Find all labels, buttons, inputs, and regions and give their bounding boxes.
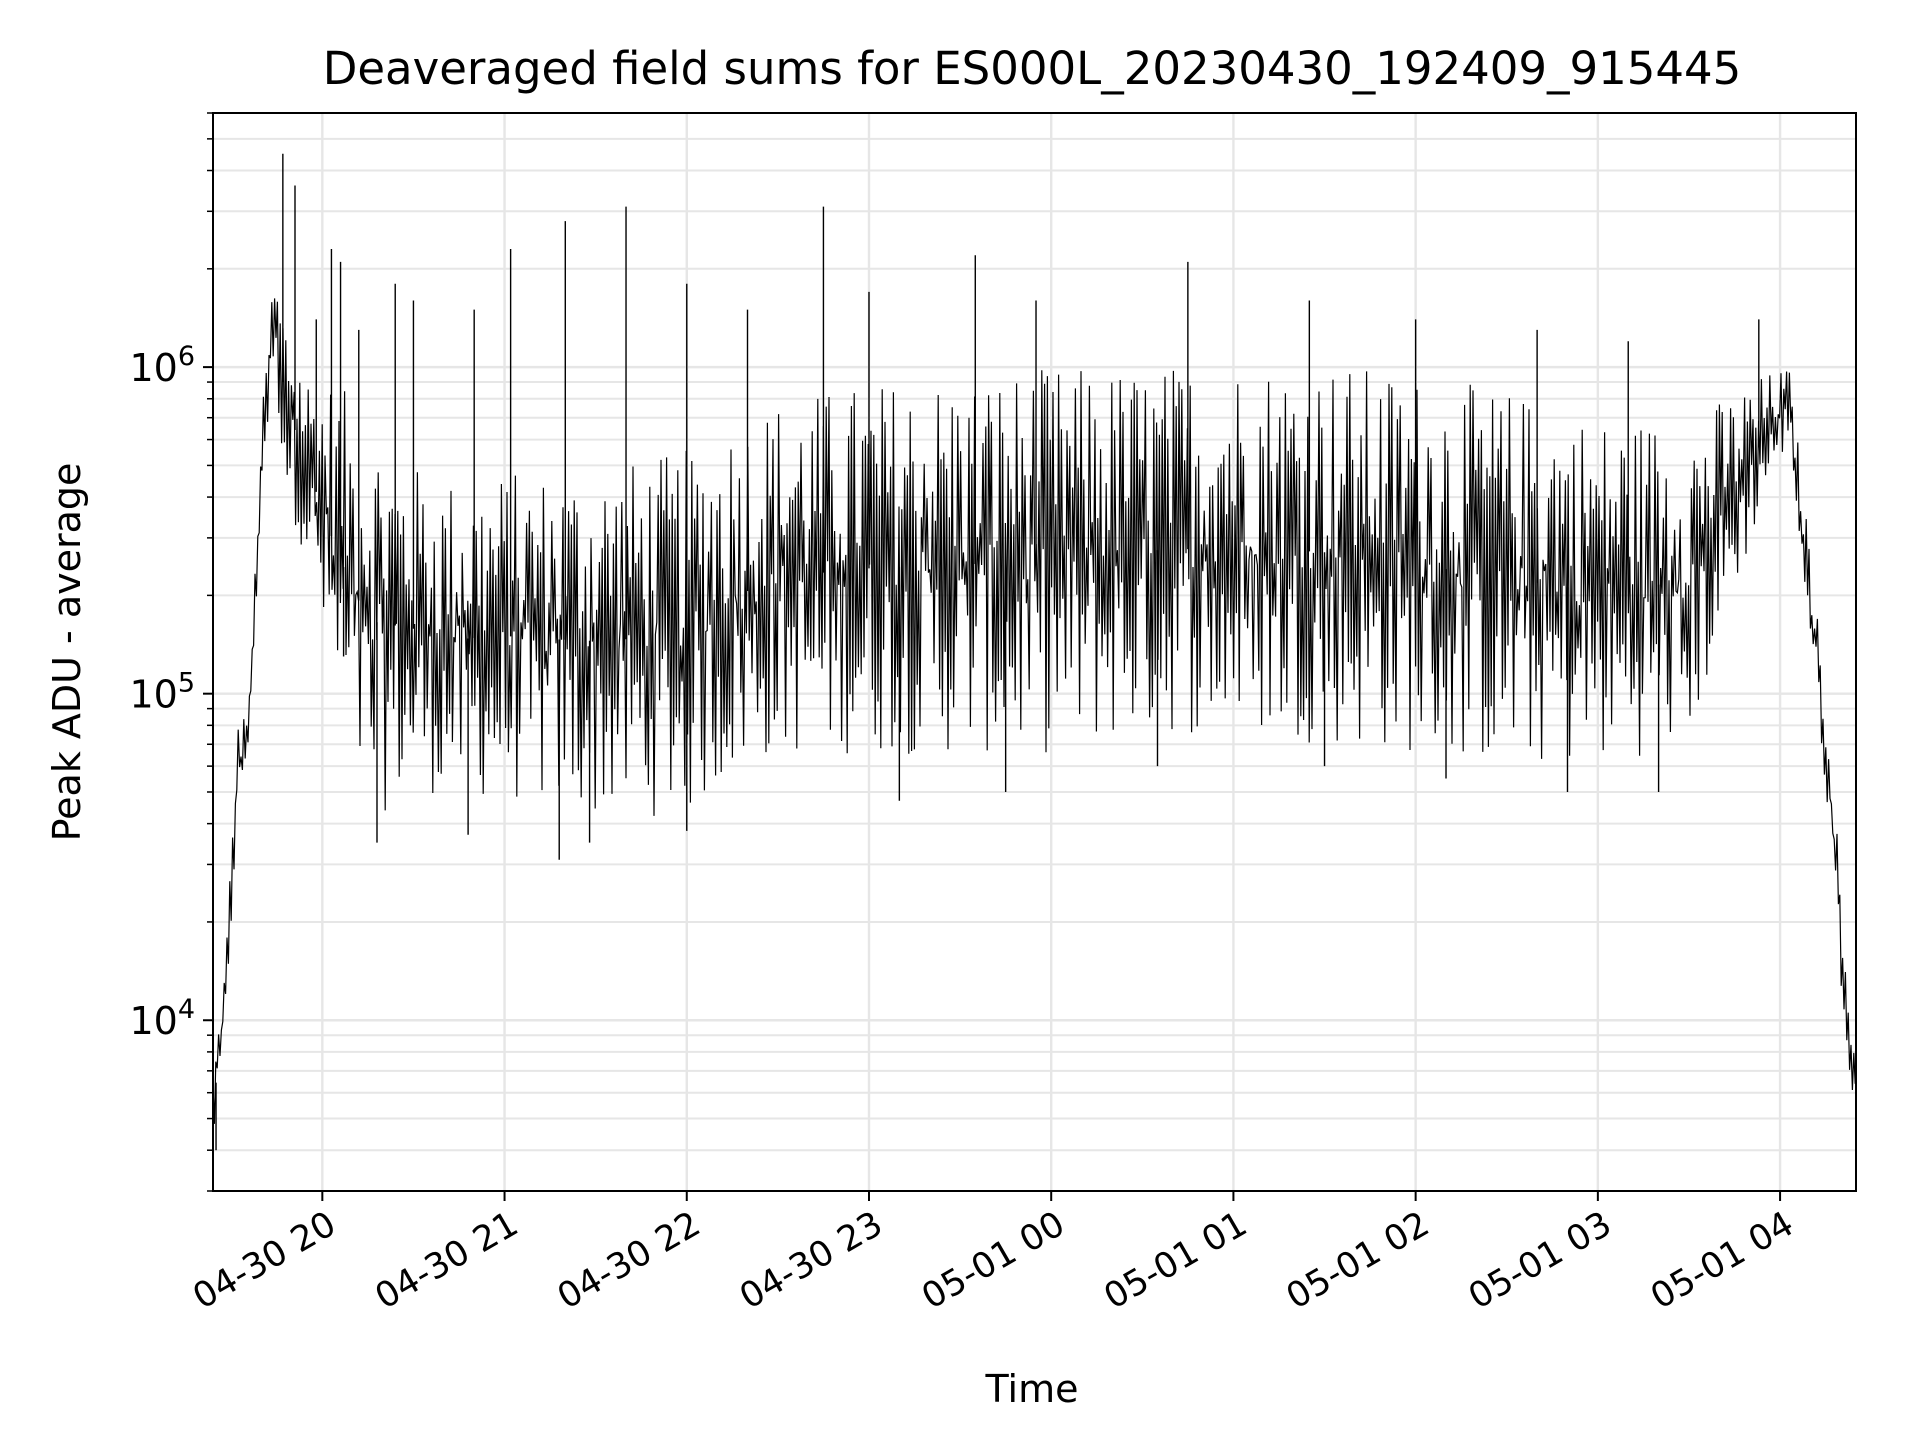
y-tick-base: 10 [129,346,177,390]
y-tick-base: 10 [129,999,177,1043]
x-axis-label: Time [985,1367,1079,1411]
y-tick-exponent: 4 [178,994,195,1025]
y-tick-exponent: 5 [178,668,195,699]
plot-frame [212,112,1857,1192]
y-tick-label: 106 [129,341,195,390]
y-tick-exponent: 6 [178,341,195,372]
series-layer [212,153,1856,1151]
chart-title: Deaveraged field sums for ES000L_2023043… [323,42,1742,95]
series-line [212,298,1856,1124]
y-tick-base: 10 [129,673,177,717]
y-tick-label: 105 [129,668,195,717]
y-tick-label: 104 [129,994,195,1043]
y-axis-label: Peak ADU - average [45,463,89,842]
